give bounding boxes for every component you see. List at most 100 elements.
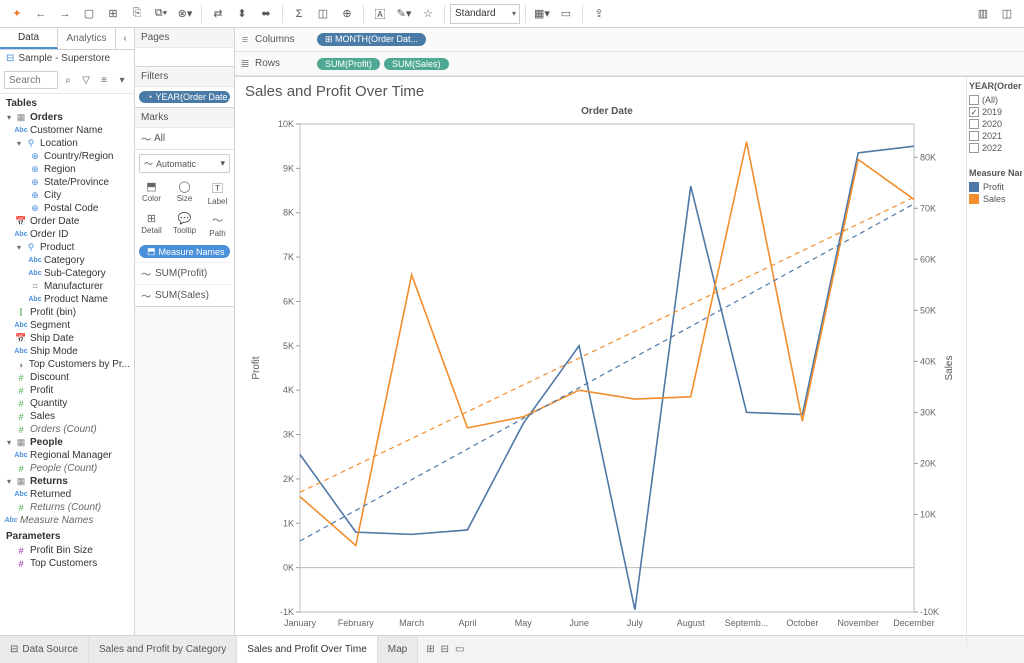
sort-asc-icon[interactable]: ⬍ bbox=[231, 3, 253, 25]
field-measure-names[interactable]: AbcMeasure Names bbox=[0, 514, 134, 527]
new-sheet-icon[interactable]: ⎘ bbox=[126, 3, 148, 25]
label-icon[interactable]: 🄰 bbox=[369, 3, 391, 25]
svg-text:70K: 70K bbox=[920, 203, 936, 213]
fit-selector[interactable]: Standard bbox=[450, 4, 520, 24]
axis-icon[interactable]: ☆ bbox=[417, 3, 439, 25]
field-sales[interactable]: #Sales bbox=[0, 410, 134, 423]
share-icon[interactable]: ⇪ bbox=[588, 3, 610, 25]
collapse-pane-icon[interactable]: ‹ bbox=[116, 28, 134, 49]
marks-measure-names-pill[interactable]: ⬒Measure Names bbox=[139, 245, 230, 258]
field-profit[interactable]: #Profit bbox=[0, 384, 134, 397]
field-country[interactable]: ⊕Country/Region bbox=[0, 150, 134, 163]
field-orders-count[interactable]: #Orders (Count) bbox=[0, 423, 134, 436]
param-profit-bin-size[interactable]: #Profit Bin Size bbox=[0, 544, 134, 557]
year-option-2020[interactable]: 2020 bbox=[969, 118, 1022, 130]
analytics-tab[interactable]: Analytics bbox=[58, 28, 116, 49]
group-icon[interactable]: ⊕ bbox=[336, 3, 358, 25]
param-top-customers[interactable]: #Top Customers bbox=[0, 557, 134, 570]
field-subcategory[interactable]: AbcSub-Category bbox=[0, 267, 134, 280]
duplicate-icon[interactable]: ⧉▾ bbox=[150, 3, 172, 25]
new-data-icon[interactable]: ⊞ bbox=[102, 3, 124, 25]
field-segment[interactable]: AbcSegment bbox=[0, 319, 134, 332]
sheet-tab-1[interactable]: Sales and Profit by Category bbox=[89, 636, 237, 663]
line-chart[interactable]: Order Date-1K0K1K2K3K4K5K6K7K8K9K10K-10K… bbox=[245, 102, 962, 642]
forward-icon[interactable]: → bbox=[54, 3, 76, 25]
field-quantity[interactable]: #Quantity bbox=[0, 397, 134, 410]
clear-icon[interactable]: ⊗▾ bbox=[174, 3, 196, 25]
presentation-icon[interactable]: ▭ bbox=[555, 3, 577, 25]
show-me-icon[interactable]: ▥ bbox=[972, 3, 994, 25]
legend-item-profit[interactable]: Profit bbox=[969, 181, 1022, 193]
year-option-2021[interactable]: 2021 bbox=[969, 130, 1022, 142]
filter-pill-year[interactable]: ◔YEAR(Order Date... bbox=[139, 91, 230, 103]
table-people[interactable]: ▾▦People bbox=[0, 436, 134, 449]
marks-sum-sales-row[interactable]: 〜SUM(Sales) bbox=[135, 284, 234, 306]
field-category[interactable]: AbcCategory bbox=[0, 254, 134, 267]
columns-shelf[interactable]: ≡ Columns ⊞ MONTH(Order Dat... bbox=[235, 28, 1024, 52]
field-order-id[interactable]: AbcOrder ID bbox=[0, 228, 134, 241]
marks-size-button[interactable]: ◯Size bbox=[168, 177, 201, 209]
chart-title[interactable]: Sales and Profit Over Time bbox=[245, 83, 962, 100]
search-input[interactable] bbox=[4, 71, 58, 89]
year-option-2022[interactable]: 2022 bbox=[969, 142, 1022, 154]
search-submit-icon[interactable]: ⌕ bbox=[60, 72, 76, 88]
table-returns[interactable]: ▾▦Returns bbox=[0, 475, 134, 488]
totals-icon[interactable]: Σ bbox=[288, 3, 310, 25]
fields-menu-icon[interactable]: ≡ bbox=[96, 72, 112, 88]
filter-fields-icon[interactable]: ▽ bbox=[78, 72, 94, 88]
show-cards-icon[interactable]: ▦▾ bbox=[531, 3, 553, 25]
field-returned[interactable]: AbcReturned bbox=[0, 488, 134, 501]
marks-sum-profit-row[interactable]: 〜SUM(Profit) bbox=[135, 262, 234, 284]
marks-all-tab[interactable]: 〜All bbox=[135, 128, 171, 149]
svg-text:July: July bbox=[627, 618, 644, 628]
tableau-logo-icon[interactable]: ✦ bbox=[6, 3, 28, 25]
svg-text:August: August bbox=[677, 618, 706, 628]
marks-color-button[interactable]: ⬒Color bbox=[135, 177, 168, 209]
rows-shelf[interactable]: ≣ Rows SUM(Profit) SUM(Sales) bbox=[235, 52, 1024, 76]
top-toolbar: ✦ ← → ▢ ⊞ ⎘ ⧉▾ ⊗▾ ⇄ ⬍ ⬌ Σ ◫ ⊕ 🄰 ✎▾ ☆ Sta… bbox=[0, 0, 1024, 28]
pin-icon[interactable]: ✎▾ bbox=[393, 3, 415, 25]
marks-tooltip-button[interactable]: 💬Tooltip bbox=[168, 209, 201, 241]
marks-path-button[interactable]: 〜Path bbox=[201, 209, 234, 241]
field-region[interactable]: ⊕Region bbox=[0, 163, 134, 176]
field-customer-name[interactable]: AbcCustomer Name bbox=[0, 124, 134, 137]
data-tab[interactable]: Data bbox=[0, 28, 58, 49]
back-icon[interactable]: ← bbox=[30, 3, 52, 25]
field-city[interactable]: ⊕City bbox=[0, 189, 134, 202]
datasource-row[interactable]: ⊟ Sample - Superstore bbox=[0, 50, 134, 67]
highlight-icon[interactable]: ◫ bbox=[312, 3, 334, 25]
guide-icon[interactable]: ◫ bbox=[996, 3, 1018, 25]
columns-month-pill[interactable]: ⊞ MONTH(Order Dat... bbox=[317, 33, 426, 46]
marks-label-button[interactable]: 🅃Label bbox=[201, 177, 234, 209]
field-state[interactable]: ⊕State/Province bbox=[0, 176, 134, 189]
field-ship-mode[interactable]: AbcShip Mode bbox=[0, 345, 134, 358]
table-orders[interactable]: ▾▦Orders bbox=[0, 111, 134, 124]
field-postal[interactable]: ⊕Postal Code bbox=[0, 202, 134, 215]
line-icon: 〜 bbox=[141, 266, 151, 281]
field-manufacturer[interactable]: ⌗Manufacturer bbox=[0, 280, 134, 293]
field-ship-date[interactable]: 📅Ship Date bbox=[0, 332, 134, 345]
swap-icon[interactable]: ⇄ bbox=[207, 3, 229, 25]
field-location[interactable]: ▾⚲Location bbox=[0, 137, 134, 150]
field-product[interactable]: ▾⚲Product bbox=[0, 241, 134, 254]
svg-text:April: April bbox=[458, 618, 476, 628]
rows-profit-pill[interactable]: SUM(Profit) bbox=[317, 58, 380, 70]
year-option-2019[interactable]: ✓2019 bbox=[969, 106, 1022, 118]
save-icon[interactable]: ▢ bbox=[78, 3, 100, 25]
data-source-tab[interactable]: ⊟Data Source bbox=[0, 636, 89, 663]
field-people-count[interactable]: #People (Count) bbox=[0, 462, 134, 475]
rows-sales-pill[interactable]: SUM(Sales) bbox=[384, 58, 449, 70]
marks-detail-button[interactable]: ⊞Detail bbox=[135, 209, 168, 241]
field-profit-bin[interactable]: ⫿Profit (bin) bbox=[0, 306, 134, 319]
field-product-name[interactable]: AbcProduct Name bbox=[0, 293, 134, 306]
field-returns-count[interactable]: #Returns (Count) bbox=[0, 501, 134, 514]
field-regional-manager[interactable]: AbcRegional Manager bbox=[0, 449, 134, 462]
field-discount[interactable]: #Discount bbox=[0, 371, 134, 384]
fields-dropdown-icon[interactable]: ▾ bbox=[114, 72, 130, 88]
field-top-customers[interactable]: ◑Top Customers by Pr... bbox=[0, 358, 134, 371]
sort-desc-icon[interactable]: ⬌ bbox=[255, 3, 277, 25]
year-option-(All)[interactable]: (All) bbox=[969, 94, 1022, 106]
field-order-date[interactable]: 📅Order Date bbox=[0, 215, 134, 228]
legend-item-sales[interactable]: Sales bbox=[969, 193, 1022, 205]
mark-type-selector[interactable]: 〜Automatic▾ bbox=[139, 154, 230, 173]
